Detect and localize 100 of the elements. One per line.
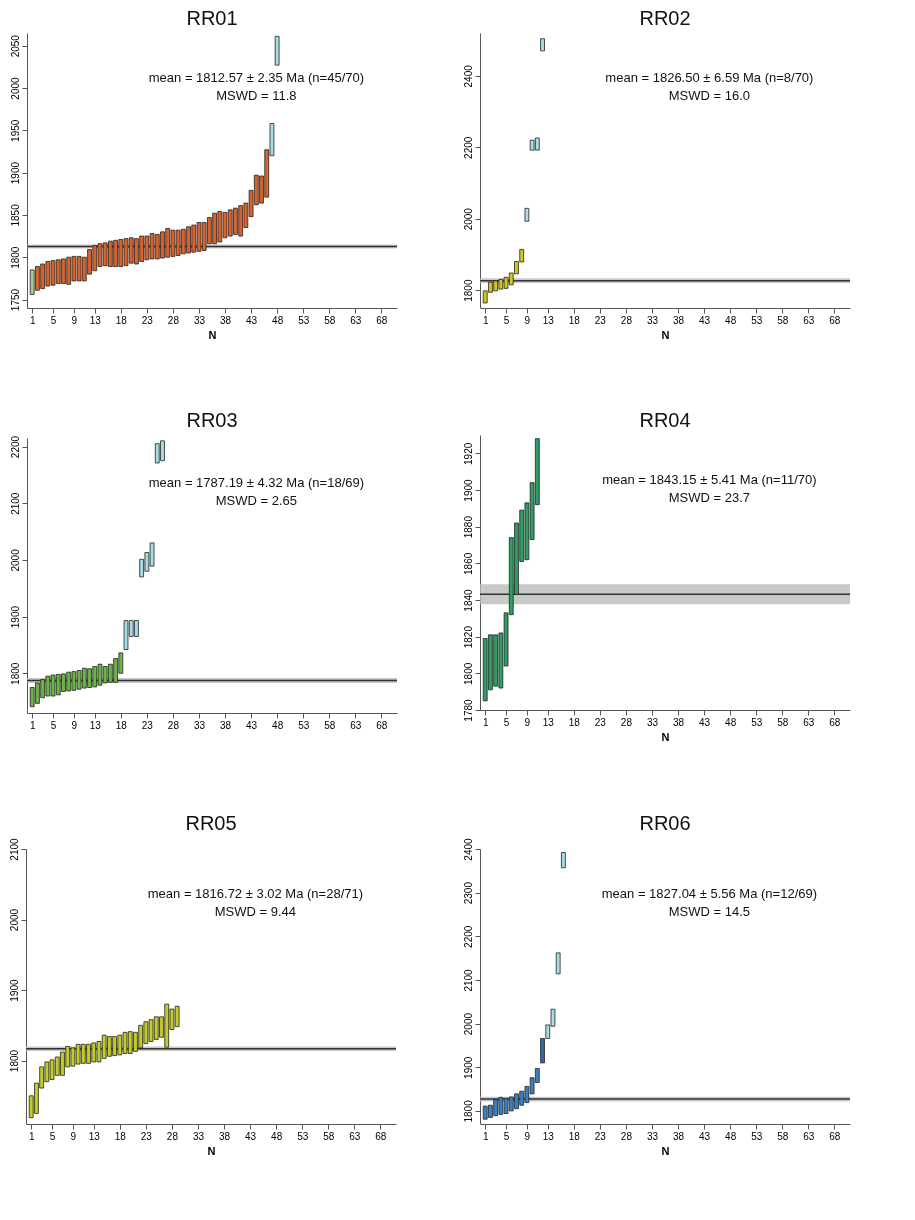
x-tick-label: 33	[646, 314, 659, 326]
chart-title: RR02	[639, 7, 691, 29]
x-tick-label: 13	[88, 1130, 101, 1142]
x-tick-label: 43	[699, 314, 711, 326]
y-tick-label: 1900	[9, 161, 21, 185]
y-tick-label: 2000	[462, 207, 474, 231]
y-tick-label: 1900	[462, 1056, 474, 1079]
x-tick-label: 68	[829, 314, 841, 326]
x-tick-label: 23	[141, 314, 154, 326]
x-tick-label: 28	[620, 1130, 633, 1142]
y-tick-label: 1950	[9, 119, 21, 142]
y-tick-label: 1800	[462, 1099, 474, 1123]
x-tick-label: 43	[245, 1130, 257, 1142]
x-tick-label: 1	[482, 1130, 489, 1142]
y-tick-label: 2000	[9, 548, 21, 572]
annotation: MSWD = 2.65	[215, 493, 298, 508]
x-tick-label: 1	[482, 716, 489, 728]
annotation: mean = 1827.04 ± 5.56 Ma (n=12/69)	[601, 886, 818, 901]
x-tick-label: 5	[503, 716, 510, 728]
x-tick-label: 1	[482, 314, 489, 326]
y-tick-label: 1900	[8, 978, 20, 1002]
y-tick-label: 2200	[462, 925, 474, 948]
y-tick-label: 1800	[9, 246, 21, 269]
x-tick-label: 33	[646, 1130, 659, 1142]
x-tick-label: 68	[376, 314, 388, 326]
x-tick-label: 1	[29, 719, 36, 731]
x-tick-label: 28	[167, 719, 180, 731]
x-tick-label: 5	[49, 1130, 56, 1142]
x-tick-label: 58	[777, 716, 789, 728]
y-tick-label: 1900	[9, 605, 21, 629]
annotation: MSWD = 11.8	[216, 88, 297, 103]
x-tick-label: 9	[71, 314, 78, 326]
y-tick-label: 2200	[9, 435, 21, 459]
bar	[274, 35, 280, 66]
x-tick-label: 9	[524, 716, 531, 728]
x-tick-label: 63	[350, 719, 362, 731]
x-tick-label: 9	[70, 1130, 77, 1142]
x-tick-label: 48	[725, 314, 737, 326]
x-tick-label: 5	[503, 1130, 510, 1142]
x-tick-label: 28	[620, 716, 633, 728]
x-tick-label: 18	[568, 1130, 581, 1142]
bar	[561, 852, 566, 869]
x-tick-label: 33	[646, 716, 659, 728]
x-tick-label: 58	[324, 719, 336, 731]
y-tick-label: 1750	[9, 288, 21, 312]
y-tick-label: 2200	[462, 136, 474, 159]
y-tick-label: 2000	[462, 1012, 474, 1036]
chart-title: RR05	[185, 811, 237, 834]
bar	[555, 952, 561, 975]
x-tick-label: 5	[503, 314, 510, 326]
x-tick-label: 63	[349, 1130, 361, 1142]
x-tick-label: 38	[218, 1130, 231, 1142]
annotation: MSWD = 9.44	[214, 904, 297, 919]
x-tick-label: 28	[167, 314, 180, 326]
x-tick-label: 63	[803, 716, 815, 728]
x-tick-label: 48	[271, 1130, 283, 1142]
x-tick-label: 13	[89, 719, 102, 731]
x-tick-label: 48	[725, 716, 737, 728]
x-tick-label: 53	[751, 1130, 763, 1142]
x-tick-label: 28	[166, 1130, 179, 1142]
x-tick-label: 18	[115, 314, 128, 326]
x-tick-label: 63	[803, 1130, 815, 1142]
x-tick-label: 38	[672, 716, 685, 728]
x-tick-label: 53	[298, 314, 310, 326]
x-tick-label: 48	[272, 719, 284, 731]
x-tick-label: 48	[725, 1130, 737, 1142]
y-tick-label: 2050	[9, 34, 21, 58]
y-tick-label: 1800	[462, 662, 474, 685]
x-tick-label: 58	[777, 314, 789, 326]
y-tick-label: 2300	[462, 881, 474, 905]
x-axis-title: N	[661, 730, 670, 743]
bar	[540, 38, 545, 52]
bar	[524, 207, 530, 222]
annotation: MSWD = 16.0	[668, 88, 751, 103]
y-tick-label: 1920	[462, 442, 474, 465]
x-tick-label: 53	[297, 1130, 309, 1142]
bar	[534, 137, 540, 151]
x-tick-label: 38	[672, 314, 685, 326]
annotation: mean = 1812.57 ± 2.35 Ma (n=45/70)	[148, 70, 365, 85]
x-tick-label: 18	[568, 314, 581, 326]
x-tick-label: 9	[71, 719, 78, 731]
x-tick-label: 38	[219, 314, 232, 326]
annotation: MSWD = 14.5	[668, 904, 751, 919]
x-tick-label: 38	[672, 1130, 685, 1142]
y-tick-label: 1850	[9, 203, 21, 227]
x-tick-label: 18	[114, 1130, 127, 1142]
annotation: mean = 1787.19 ± 4.32 Ma (n=18/69)	[148, 475, 365, 490]
x-axis-title: N	[207, 1144, 216, 1157]
x-tick-label: 53	[751, 716, 763, 728]
y-tick-label: 2000	[9, 76, 21, 100]
x-tick-label: 68	[376, 719, 388, 731]
x-tick-label: 53	[751, 314, 763, 326]
x-tick-label: 13	[542, 314, 555, 326]
x-tick-label: 9	[524, 1130, 531, 1142]
x-tick-label: 33	[193, 719, 206, 731]
y-tick-label: 2400	[462, 64, 474, 88]
x-tick-label: 13	[542, 716, 555, 728]
y-tick-label: 2100	[462, 968, 474, 992]
chart-title: RR04	[639, 409, 691, 431]
y-tick-label: 1800	[9, 662, 21, 685]
